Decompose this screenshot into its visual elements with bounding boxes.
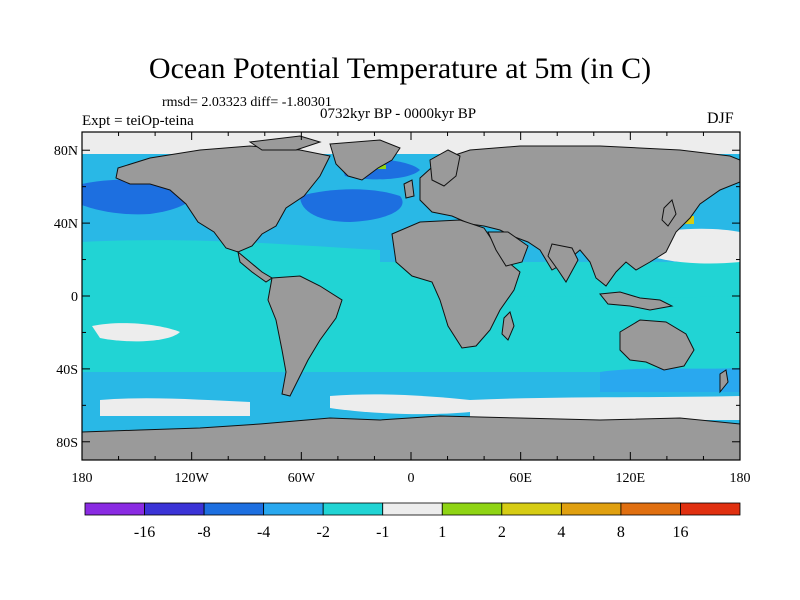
y-tick-label: 40N xyxy=(54,217,78,232)
season-label: DJF xyxy=(707,110,734,127)
ocean-white-sw-pacific xyxy=(100,398,250,416)
colorbar-swatch xyxy=(144,502,205,516)
ocean-patch-south-indian xyxy=(600,368,740,392)
land-arctic-islands xyxy=(248,135,322,151)
colorbar-swatch xyxy=(322,502,384,516)
chart-title: Ocean Potential Temperature at 5m (in C) xyxy=(148,52,652,85)
period-label: 0732kyr BP - 0000kyr BP xyxy=(320,106,477,122)
colorbar-swatch xyxy=(203,502,265,516)
land-british-isles xyxy=(403,179,415,199)
land-central-america xyxy=(237,250,273,283)
colorbar-label: 1 xyxy=(438,524,446,541)
colorbar-label: -16 xyxy=(134,524,155,541)
colorbar-swatch xyxy=(680,502,741,516)
ocean-white-south-atlantic xyxy=(330,394,470,415)
land-scandinavia xyxy=(429,149,461,187)
warm-patch-atlantic xyxy=(376,165,386,169)
colorbar-label: -1 xyxy=(376,524,389,541)
land-india xyxy=(547,243,579,283)
colorbar-swatch xyxy=(382,502,443,516)
land-arabia xyxy=(487,231,529,267)
x-axis: 180 120W 60W 0 60E 120E 180 xyxy=(72,132,751,486)
land-indonesia xyxy=(599,291,674,311)
y-axis: 80N 40N 0 40S 80S xyxy=(54,144,740,451)
land-japan xyxy=(661,199,677,227)
colorbar: -16 -8 -4 -2 -1 1 2 4 8 16 xyxy=(84,502,741,541)
colorbar-label: 2 xyxy=(498,524,506,541)
y-tick-label: 0 xyxy=(71,290,78,305)
land-madagascar xyxy=(501,311,515,341)
land-eurasia xyxy=(419,145,740,287)
x-tick-label: 120E xyxy=(616,471,646,486)
colorbar-label: 4 xyxy=(557,524,565,541)
colorbar-swatch xyxy=(620,502,681,516)
experiment-label: Expt = teiOp-teina xyxy=(82,113,194,129)
stats-text: rmsd= 2.03323 diff= -1.80301 xyxy=(162,95,332,110)
colorbar-swatch xyxy=(501,502,562,516)
y-tick-label: 80S xyxy=(56,436,78,451)
land-new-zealand xyxy=(719,369,729,394)
colorbar-label: -4 xyxy=(257,524,270,541)
colorbar-swatch xyxy=(560,502,622,516)
x-tick-label: 120W xyxy=(175,471,210,486)
ocean-patch-north-atlantic xyxy=(300,189,403,222)
colorbar-swatch xyxy=(441,502,503,516)
ocean-white-south-pacific xyxy=(92,323,180,342)
colorbar-label: -8 xyxy=(197,524,210,541)
y-tick-label: 80N xyxy=(54,144,78,159)
colorbar-label: 8 xyxy=(617,524,625,541)
x-tick-label: 180 xyxy=(72,471,93,486)
x-tick-label: 0 xyxy=(408,471,415,486)
colorbar-label: -2 xyxy=(317,524,330,541)
x-tick-label: 60W xyxy=(288,471,316,486)
land-south-america xyxy=(267,275,343,397)
land-africa xyxy=(391,219,521,349)
colorbar-swatch xyxy=(84,502,145,516)
x-tick-label: 60E xyxy=(509,471,532,486)
land-australia xyxy=(619,319,695,371)
y-tick-label: 40S xyxy=(56,363,78,378)
colorbar-label: 16 xyxy=(672,524,688,541)
land-masses xyxy=(82,135,740,460)
land-antarctica xyxy=(82,415,740,460)
land-greenland xyxy=(329,139,401,181)
ocean-white-southern xyxy=(470,396,740,420)
colorbar-swatch xyxy=(263,502,324,516)
ocean-band-pacific-cyan xyxy=(82,240,380,262)
x-tick-label: 180 xyxy=(730,471,751,486)
map-field xyxy=(82,132,740,460)
